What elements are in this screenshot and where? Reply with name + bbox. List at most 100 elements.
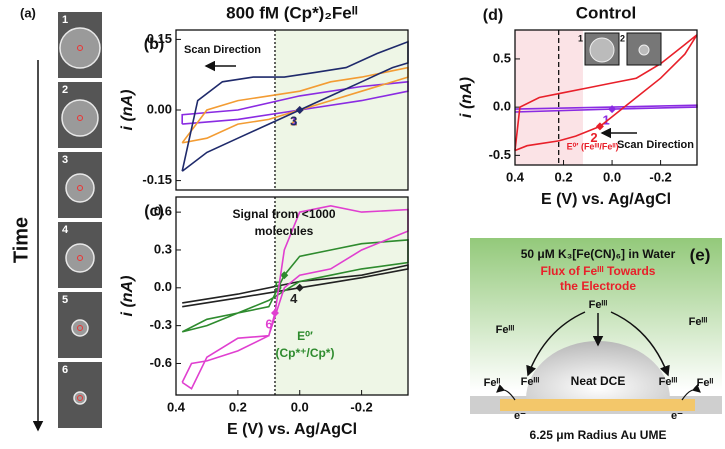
inset-label: 1	[578, 33, 583, 43]
droplet-image	[65, 243, 95, 273]
frame-label: 3	[62, 154, 68, 166]
annotation: E⁰′	[297, 329, 313, 343]
annotation: Scan Direction	[617, 139, 694, 151]
series-label: 2	[290, 113, 297, 128]
frame-label: 6	[62, 364, 68, 376]
x-axis-label: E (V) vs. Ag/AgCl	[541, 191, 671, 208]
marker	[295, 106, 304, 114]
x-tick-label: -0.2	[649, 169, 671, 184]
flux-label: Flux of Feᴵᴵᴵ Towards	[541, 264, 656, 278]
species: Feᴵᴵᴵ	[659, 376, 678, 388]
y-axis-label: i (nA)	[119, 276, 136, 317]
tip	[77, 395, 83, 401]
series-label: 6	[265, 316, 272, 331]
marker	[608, 105, 617, 114]
y-axis-label: i (nA)	[119, 90, 136, 131]
x-tick-label: -0.2	[350, 399, 372, 414]
y-tick-label: 0.0	[154, 279, 172, 294]
panel-label: (d)	[483, 7, 503, 24]
series-label: 1	[290, 113, 297, 128]
series-label: 4	[290, 291, 298, 306]
flux-label: the Electrode	[560, 279, 636, 293]
marker	[280, 271, 289, 280]
droplet-image	[61, 99, 99, 137]
tip	[77, 45, 83, 51]
inset-droplet	[638, 44, 650, 56]
x-tick-label: 0.4	[506, 169, 525, 184]
y-tick-label: 0.0	[493, 99, 511, 114]
frame-label: 2	[62, 84, 68, 96]
arrow	[526, 311, 586, 377]
y-tick-label: 0.6	[154, 204, 172, 219]
electron: e⁻	[671, 410, 683, 422]
tip	[77, 115, 83, 121]
panel-label: (c)	[144, 203, 164, 220]
y-tick-label: 0.00	[147, 101, 172, 116]
y-tick-label: -0.3	[150, 317, 172, 332]
droplet	[526, 341, 670, 399]
y-tick-label: 0.3	[154, 241, 172, 256]
marker	[295, 283, 304, 292]
frames: 1 2 3 4 5 6	[58, 12, 102, 428]
annotation: (Cp*⁺/Cp*)	[275, 346, 334, 360]
annotation: molecules	[255, 224, 314, 238]
arrow	[496, 384, 516, 401]
y-tick-label: -0.5	[489, 147, 511, 162]
solution-label: 50 μM K₃[Fe(CN)₆] in Water	[521, 247, 676, 261]
electrode	[500, 399, 695, 411]
chart-title: Control	[576, 3, 636, 22]
panel-label: (a)	[20, 5, 36, 20]
x-tick-label: 0.2	[229, 399, 247, 414]
droplet-label: Neat DCE	[571, 374, 626, 388]
series-label: 1	[602, 113, 609, 128]
inset-label: 2	[620, 33, 625, 43]
species: Feᴵᴵ	[697, 377, 714, 389]
annotation: E⁰′ (Feᴵᴵᴵ/Feᴵᴵ)	[567, 141, 619, 151]
y-axis-label: i (nA)	[458, 77, 475, 118]
cv-trace	[514, 34, 698, 152]
species: Feᴵᴵ	[484, 377, 501, 389]
series-label: 2	[590, 130, 597, 145]
droplet-image	[73, 391, 87, 405]
electrode-label: 6.25 μm Radius Au UME	[530, 428, 667, 442]
x-tick-label: 0.0	[291, 399, 309, 414]
schematic: (e) 50 μM K₃[Fe(CN)₆] in Water Flux of F…	[470, 238, 722, 442]
species: Feᴵᴵᴵ	[689, 316, 708, 328]
droplet-image	[59, 27, 101, 69]
x-tick-label: 0.4	[167, 399, 186, 414]
time-label: Time	[10, 217, 32, 263]
tip	[77, 325, 83, 331]
plot-frame	[175, 29, 409, 191]
tip	[77, 185, 83, 191]
chart-title: 800 fM (Cp*)₂Feᴵᴵ	[226, 3, 358, 22]
frame-label: 4	[62, 224, 69, 236]
droplet-image	[65, 173, 95, 203]
species: Feᴵᴵᴵ	[496, 324, 515, 336]
x-tick-label: 0.0	[603, 169, 621, 184]
droplet-image	[71, 319, 89, 337]
y-tick-label: 0.15	[147, 31, 172, 46]
series-label: 3	[290, 113, 297, 128]
panel-label: (b)	[144, 36, 164, 53]
y-tick-label: -0.6	[150, 355, 172, 370]
inset-droplet	[589, 37, 615, 63]
plot-frame	[514, 29, 698, 166]
species: Feᴵᴵᴵ	[589, 299, 608, 311]
arrow	[610, 311, 670, 377]
annotation: Signal from <1000	[232, 207, 335, 221]
annotation: Scan Direction	[184, 44, 261, 56]
marker	[270, 309, 279, 318]
y-tick-label: -0.15	[142, 172, 172, 187]
tip	[77, 255, 83, 261]
panel-label: (e)	[690, 245, 711, 264]
shaded-region	[274, 197, 408, 395]
frame-label: 1	[62, 14, 68, 26]
frame-label: 5	[62, 294, 68, 306]
x-tick-label: 0.2	[554, 169, 572, 184]
arrow	[681, 384, 701, 401]
species: Feᴵᴵᴵ	[521, 376, 540, 388]
y-tick-label: 0.5	[493, 50, 511, 65]
electron: e⁻	[514, 410, 526, 422]
x-axis-label: E (V) vs. Ag/AgCl	[227, 421, 357, 438]
